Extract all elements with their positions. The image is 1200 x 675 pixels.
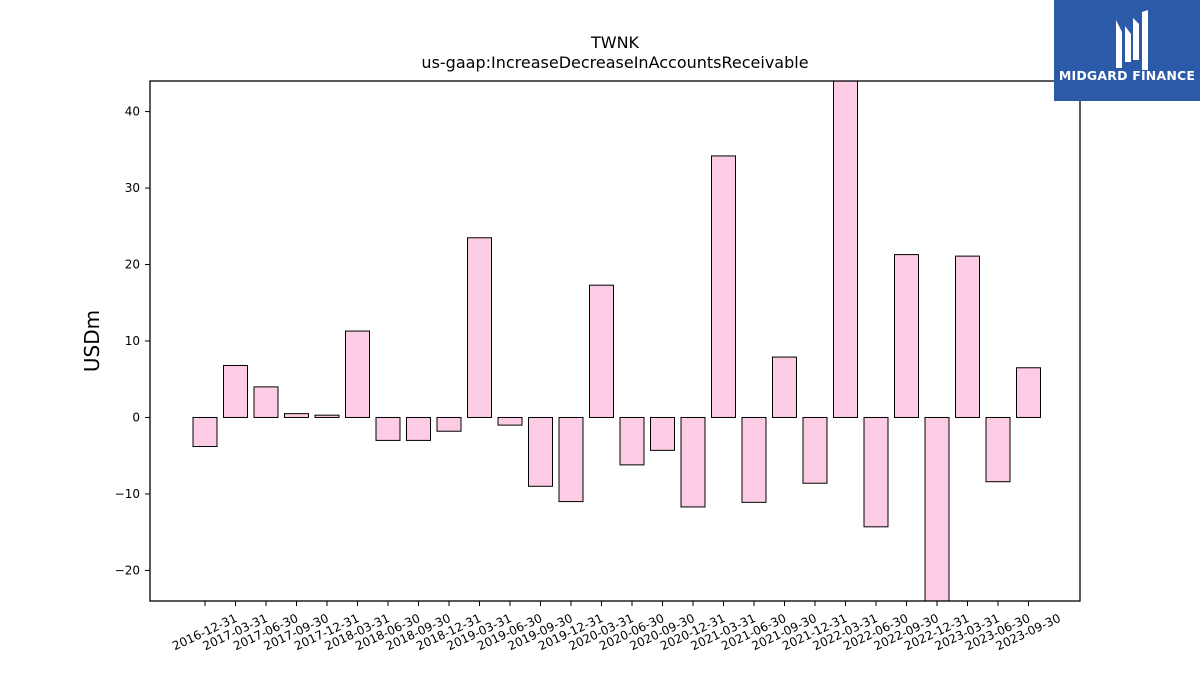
bar-2019-06-30 <box>497 416 523 426</box>
y-tick-label: 10 <box>125 334 140 348</box>
bar-2018-03-31 <box>345 330 370 418</box>
bar-2020-06-30 <box>619 416 645 466</box>
bar-2018-06-30 <box>375 416 401 441</box>
bar-2023-03-31 <box>955 255 980 418</box>
midgard-finance-logo: MIDGARD FINANCE <box>1054 0 1200 101</box>
chart-subtitle: us-gaap:IncreaseDecreaseInAccountsReceiv… <box>421 53 808 72</box>
bar-2021-06-30 <box>741 416 767 503</box>
logo-text: MIDGARD FINANCE <box>1058 68 1196 83</box>
bar-2023-09-30 <box>1016 367 1041 418</box>
bar-2020-03-31 <box>589 284 614 418</box>
bar-2021-09-30 <box>772 356 797 418</box>
y-tick-label: 0 <box>132 410 140 424</box>
bar-2022-12-31 <box>924 416 950 601</box>
bar-2017-09-30 <box>284 413 309 418</box>
bar-2020-12-31 <box>680 416 706 508</box>
bar-2020-09-30 <box>650 416 675 451</box>
bar-2018-09-30 <box>406 416 431 441</box>
y-axis-ticks: −20 −10 0 10 20 30 40 <box>115 105 150 577</box>
bar-2019-03-31 <box>467 237 492 418</box>
bar-2017-06-30 <box>253 386 279 418</box>
bars-group <box>192 81 1041 601</box>
bar-2022-03-31 <box>833 81 858 418</box>
bar-2019-12-31 <box>558 416 584 503</box>
bar-2017-12-31 <box>314 414 340 418</box>
bar-2017-03-31 <box>223 364 248 418</box>
midgard-logo-icon <box>1116 10 1148 70</box>
bar-2019-09-30 <box>528 416 553 487</box>
chart-title: TWNK <box>590 33 640 52</box>
y-tick-label: −20 <box>115 563 140 577</box>
y-tick-label: 40 <box>125 105 140 119</box>
bar-2023-06-30 <box>985 416 1011 483</box>
y-tick-label: −10 <box>115 487 140 501</box>
y-axis-label: USDm <box>80 310 104 372</box>
bar-2016-12-31 <box>192 416 218 448</box>
x-axis-ticks: 2016-12-312017-03-312017-06-302017-09-30… <box>170 601 1063 653</box>
bar-2021-12-31 <box>802 416 828 484</box>
bar-2022-06-30 <box>863 416 889 528</box>
y-tick-label: 20 <box>125 258 140 272</box>
y-tick-label: 30 <box>125 181 140 195</box>
bar-2018-12-31 <box>436 416 462 432</box>
bar-2022-09-30 <box>894 254 919 418</box>
bar-2021-03-31 <box>711 155 736 418</box>
